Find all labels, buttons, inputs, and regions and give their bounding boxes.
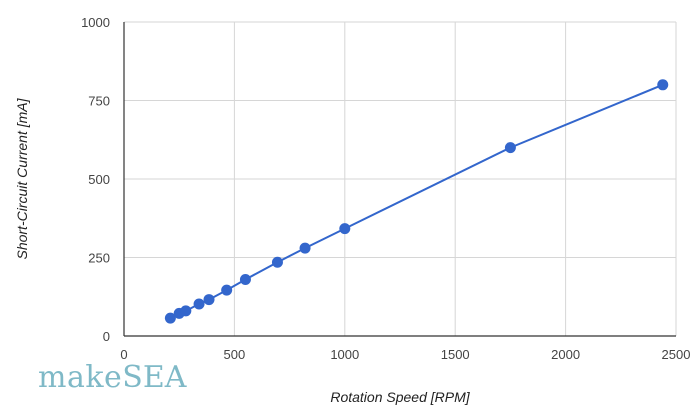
y-axis-ticks: 0 250 500 750 1000 <box>81 15 110 344</box>
data-point <box>180 305 192 317</box>
x-tick-label: 0 <box>120 347 127 362</box>
data-point <box>221 284 233 296</box>
y-tick-label: 1000 <box>81 15 110 30</box>
data-point <box>271 256 283 268</box>
logo-text-lower: make <box>38 360 123 395</box>
x-tick-label: 2500 <box>662 347 691 362</box>
x-tick-label: 1500 <box>441 347 470 362</box>
data-point <box>239 273 251 285</box>
data-point <box>299 242 311 254</box>
data-point <box>339 223 351 235</box>
x-tick-label: 1000 <box>330 347 359 362</box>
data-point <box>504 142 516 154</box>
y-axis-title: Short-Circuit Current [mA] <box>14 97 30 259</box>
data-point <box>164 312 176 324</box>
x-axis-ticks: 0 500 1000 1500 2000 2500 <box>120 347 690 362</box>
x-axis-title: Rotation Speed [RPM] <box>330 389 470 405</box>
logo-text-upper: SEA <box>122 360 187 395</box>
y-tick-label: 500 <box>88 172 110 187</box>
data-point <box>193 298 205 310</box>
data-point <box>657 79 669 91</box>
gridlines <box>123 21 677 337</box>
series <box>164 79 669 324</box>
y-tick-label: 250 <box>88 251 110 266</box>
y-tick-label: 750 <box>88 94 110 109</box>
makesea-logo: makeSEA <box>38 360 186 395</box>
y-tick-label: 0 <box>103 329 110 344</box>
data-point <box>203 294 215 306</box>
x-tick-label: 500 <box>224 347 246 362</box>
x-tick-label: 2000 <box>551 347 580 362</box>
